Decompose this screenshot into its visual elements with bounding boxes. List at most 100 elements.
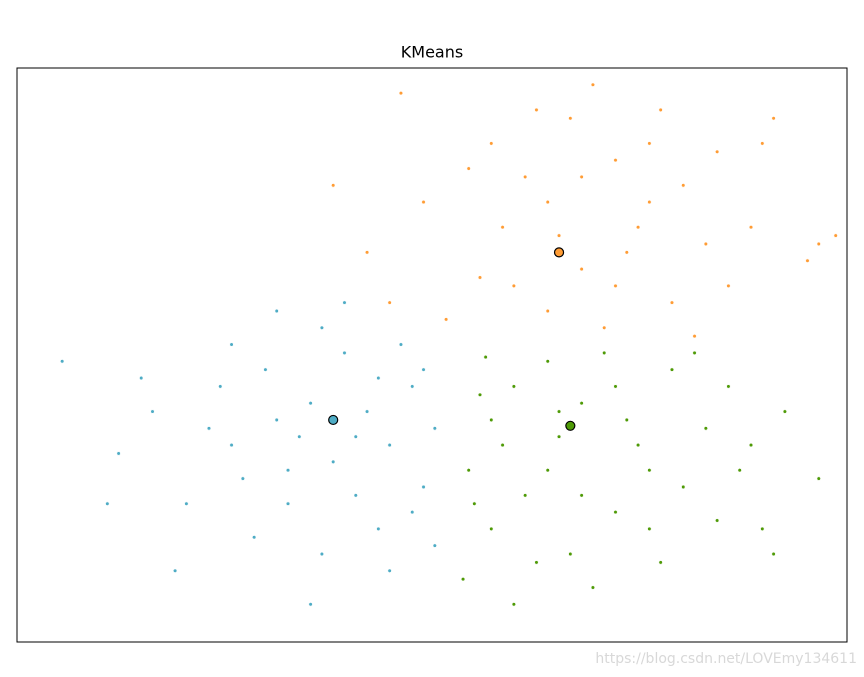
point <box>240 476 245 481</box>
point <box>387 568 392 573</box>
point <box>545 308 550 314</box>
cluster-center <box>565 420 576 431</box>
point <box>613 283 618 288</box>
point <box>353 434 358 439</box>
point <box>218 384 223 389</box>
point <box>669 300 675 305</box>
point <box>647 468 652 473</box>
point <box>771 116 776 121</box>
point <box>150 409 155 414</box>
point <box>60 359 65 364</box>
point <box>579 267 584 272</box>
point <box>545 200 550 205</box>
point <box>556 233 562 238</box>
point <box>523 493 528 498</box>
point <box>331 459 336 464</box>
point <box>308 602 313 607</box>
point <box>748 225 754 230</box>
point <box>398 342 403 347</box>
point <box>444 317 449 322</box>
point <box>782 409 787 414</box>
point <box>365 250 370 255</box>
point <box>489 417 494 422</box>
point <box>613 158 618 163</box>
point <box>432 426 437 431</box>
point <box>726 283 731 288</box>
cluster-center <box>328 414 339 426</box>
point <box>319 551 324 557</box>
point <box>511 283 516 288</box>
point <box>466 166 471 171</box>
point <box>206 426 212 431</box>
point <box>613 510 618 515</box>
point <box>461 577 466 582</box>
point <box>173 568 178 573</box>
point <box>568 116 573 121</box>
point <box>410 384 415 389</box>
point <box>833 233 838 238</box>
point <box>376 375 381 381</box>
point <box>613 384 618 389</box>
point <box>748 443 754 448</box>
point <box>342 350 347 355</box>
point <box>342 300 347 305</box>
point <box>331 183 336 188</box>
point <box>472 501 477 506</box>
point <box>760 526 765 531</box>
point <box>319 325 324 330</box>
point <box>692 350 697 355</box>
point <box>139 375 144 381</box>
point <box>579 401 584 406</box>
point <box>489 141 494 146</box>
point <box>376 526 381 531</box>
point <box>285 501 291 506</box>
point <box>229 443 234 448</box>
point <box>432 543 437 548</box>
point <box>726 384 731 389</box>
point <box>703 426 708 431</box>
point <box>681 484 686 490</box>
point <box>229 342 234 347</box>
point <box>387 443 392 448</box>
point <box>816 241 821 247</box>
point <box>590 585 595 590</box>
point <box>760 141 765 146</box>
point <box>466 468 471 473</box>
point <box>421 200 426 205</box>
point <box>579 493 584 498</box>
point <box>658 560 663 565</box>
point <box>624 417 629 422</box>
point <box>602 350 607 355</box>
point <box>285 468 291 473</box>
point <box>252 535 257 540</box>
point <box>477 275 483 280</box>
point <box>483 355 488 360</box>
point <box>263 367 268 372</box>
point <box>500 443 505 448</box>
point <box>308 401 313 406</box>
point <box>771 551 776 557</box>
point <box>274 308 279 314</box>
point <box>534 560 539 565</box>
point <box>579 174 584 179</box>
point <box>421 367 426 372</box>
point <box>511 384 516 389</box>
point <box>602 325 607 330</box>
point <box>669 367 675 372</box>
point <box>477 392 483 397</box>
point <box>647 200 652 205</box>
point <box>816 476 821 481</box>
point <box>387 300 392 305</box>
point <box>624 250 629 255</box>
point <box>489 526 494 531</box>
point <box>105 501 110 506</box>
point <box>523 174 528 179</box>
point <box>297 434 302 439</box>
point <box>805 258 810 263</box>
point <box>590 82 595 87</box>
point <box>647 141 652 146</box>
point <box>715 518 720 523</box>
point <box>365 409 370 414</box>
point <box>421 484 426 490</box>
